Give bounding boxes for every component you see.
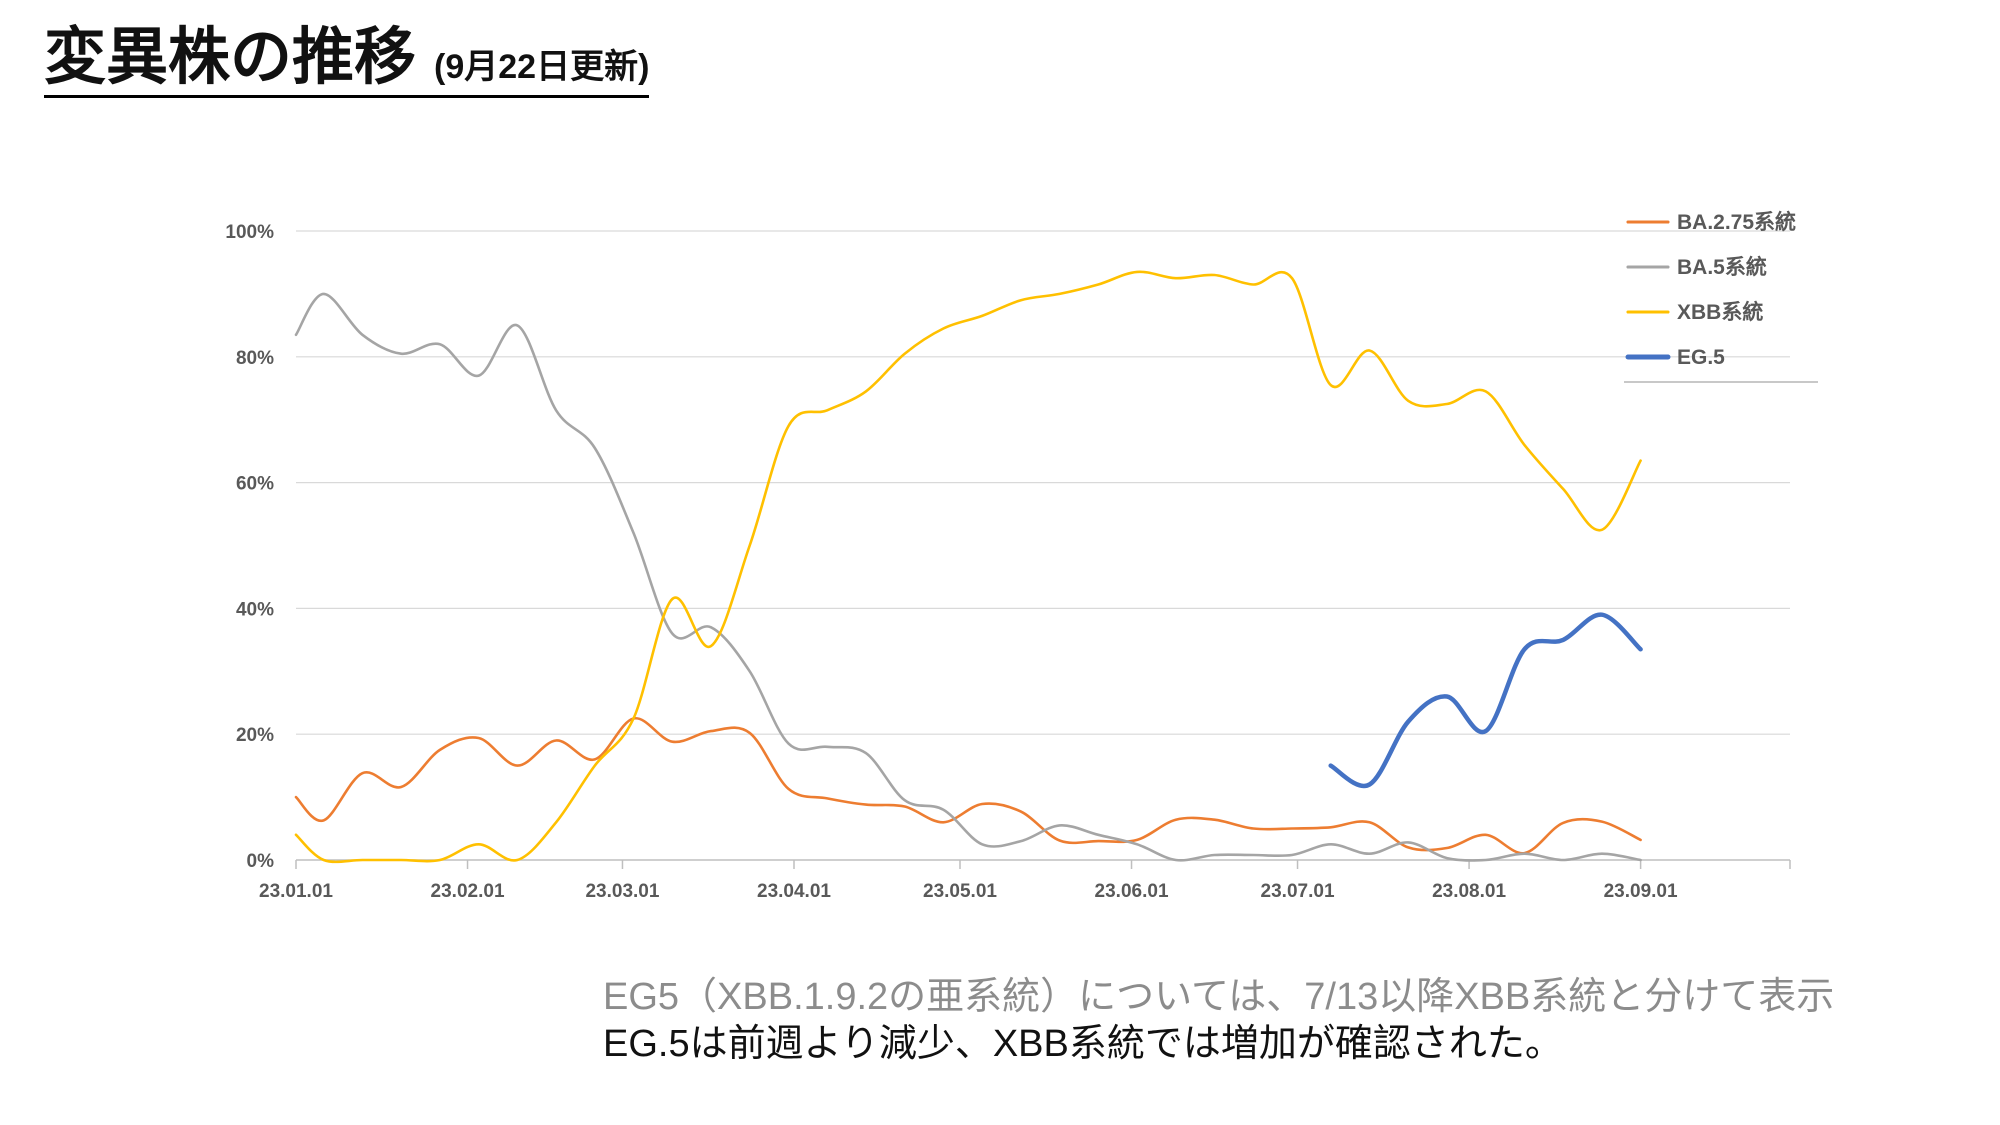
legend-label: BA.5系統 [1677, 255, 1767, 279]
x-tick-label: 23.08.01 [1432, 881, 1506, 902]
title-main: 変異株の推移 [44, 23, 417, 92]
legend-label: EG.5 [1677, 346, 1725, 369]
chart-axes: 0% 20% 40% 60% 80% 100% 23.01.01 23.02.01 23.03.… [225, 222, 1791, 902]
y-tick-label: 20% [236, 725, 274, 746]
chart-series [294, 270, 1643, 864]
x-tick-label: 23.02.01 [431, 881, 505, 902]
series-line-1 [294, 717, 1642, 855]
y-tick-label: 40% [236, 599, 274, 620]
x-tick-label: 23.05.01 [923, 881, 997, 902]
chart-gridlines [296, 230, 1790, 861]
note-line-1: EG5（XBB.1.9.2の亜系統）については、7/13以降XBB系統と分けて表… [603, 976, 1835, 1018]
x-tick-label: 23.09.01 [1604, 881, 1678, 902]
legend-label: BA.2.75系統 [1677, 210, 1796, 234]
series-line-2 [294, 292, 1642, 862]
x-tick-label: 23.07.01 [1261, 881, 1335, 902]
y-tick-label: 0% [247, 851, 275, 872]
x-tick-label: 23.06.01 [1095, 881, 1169, 902]
series-line-4 [1328, 612, 1643, 789]
series-line-3 [294, 270, 1642, 864]
x-tick-label: 23.03.01 [585, 881, 659, 902]
y-tick-label: 80% [236, 348, 274, 369]
slide-title: 変異株の推移 (9月22日更新) [44, 22, 650, 99]
x-tick-label: 23.01.01 [259, 881, 333, 902]
legend-label: XBB系統 [1677, 300, 1763, 324]
y-tick-label: 100% [225, 222, 274, 243]
chart-legend: BA.2.75系統 BA.5系統 XBB系統 EG.5 [1624, 210, 1818, 383]
title-subtitle: (9月22日更新) [434, 48, 650, 86]
note-line-2: EG.5は前週より減少、XBB系統では増加が確認された。 [603, 1023, 1563, 1065]
x-tick-label: 23.04.01 [757, 881, 831, 902]
y-tick-label: 60% [236, 474, 274, 495]
